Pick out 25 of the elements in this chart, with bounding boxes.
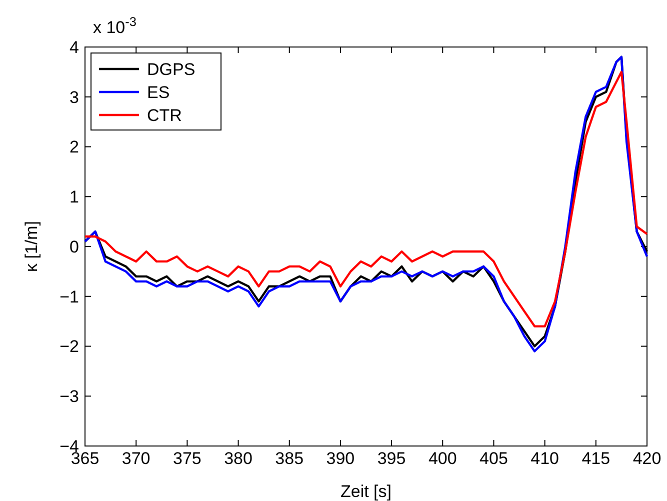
x-tick-label: 420 bbox=[632, 449, 662, 468]
y-tick-label: −3 bbox=[60, 387, 79, 406]
text: x 10$^{-3}$ bbox=[93, 14, 136, 37]
x-tick-label: 395 bbox=[377, 449, 406, 468]
x-tick-label: 410 bbox=[530, 449, 560, 468]
x-tick-label: 375 bbox=[172, 449, 202, 468]
y-tick-label: −1 bbox=[60, 287, 79, 306]
y-tick-label: 4 bbox=[70, 38, 79, 57]
x-tick-label: 380 bbox=[224, 449, 252, 468]
legend-label: ES bbox=[147, 82, 170, 102]
y-tick-label: 2 bbox=[70, 138, 79, 157]
x-tick-label: 385 bbox=[275, 449, 304, 468]
y-axis-title: κ [1/m] bbox=[22, 220, 41, 272]
x-tick-label: 400 bbox=[428, 449, 457, 468]
x-tick-label: 415 bbox=[582, 449, 610, 468]
legend-label: CTR bbox=[147, 106, 182, 125]
y-tick-label: 3 bbox=[70, 88, 79, 107]
y-tick-label: 0 bbox=[70, 237, 79, 256]
y-tick-label: 1 bbox=[70, 188, 79, 207]
y-tick-label: −2 bbox=[60, 337, 79, 356]
x-tick-label: 390 bbox=[326, 449, 355, 468]
x-tick-label: 370 bbox=[122, 449, 150, 468]
x-tick-label: 405 bbox=[480, 449, 508, 468]
legend-label: DGPS bbox=[147, 60, 196, 79]
x-axis-title: Zeit [s] bbox=[340, 482, 392, 501]
